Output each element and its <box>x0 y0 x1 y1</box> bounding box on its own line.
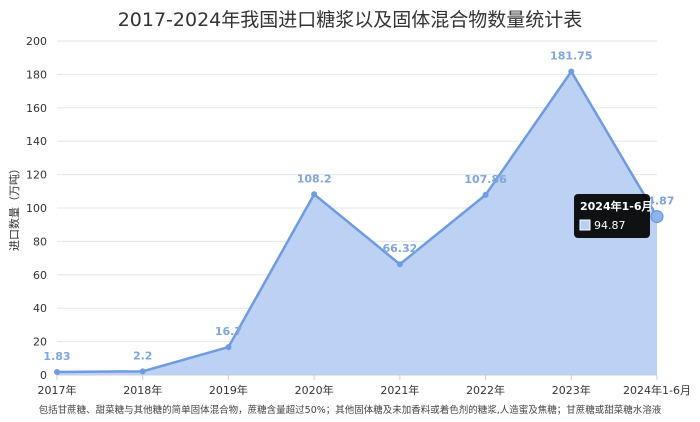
y-tick-labels: 0 20 40 60 80 100 120 140 160 180 200 <box>26 35 47 382</box>
x-tick-label: 2020年 <box>295 383 334 397</box>
data-point <box>568 68 575 75</box>
y-tick-label: 100 <box>26 202 47 215</box>
data-label: 1.83 <box>43 350 70 363</box>
y-tick-label: 40 <box>33 302 47 315</box>
data-label: 2.2 <box>133 349 153 362</box>
data-point <box>54 368 60 375</box>
tooltip-swatch <box>579 219 591 231</box>
chart-title: 2017-2024年我国进口糖浆以及固体混合物数量统计表 <box>117 9 583 31</box>
y-tick-label: 160 <box>26 102 47 115</box>
data-point <box>225 344 232 351</box>
data-label: 108.2 <box>297 172 332 185</box>
x-tick-label: 2024年1-6月 <box>623 383 691 397</box>
x-tick-label: 2021年 <box>380 383 419 397</box>
y-tick-label: 80 <box>33 235 47 248</box>
footnote: 包括甘蔗糖、甜菜糖与其他糖的简单固体混合物，蔗糖含量超过50%；其他固体糖及未加… <box>38 405 662 416</box>
tooltip: 2024年1-6月 94.87 <box>574 194 653 238</box>
x-tick-label: 2022年 <box>466 383 505 397</box>
data-label: 16.7 <box>215 325 242 338</box>
x-tick-label: 2023年 <box>552 383 591 397</box>
y-tick-label: 0 <box>40 369 47 382</box>
tooltip-value: 94.87 <box>594 219 626 232</box>
data-point <box>311 191 318 198</box>
x-tick-label: 2019年 <box>209 383 248 397</box>
y-tick-label: 20 <box>33 336 47 349</box>
y-axis-label: 进口数量（万吨） <box>8 163 21 251</box>
data-label: 66.32 <box>382 242 417 255</box>
data-point <box>396 261 403 268</box>
data-point <box>650 210 664 224</box>
x-tick-labels: 2017年 2018年 2019年 2020年 2021年 2022年 2023年 2024年… <box>38 375 691 397</box>
x-tick-label: 2017年 <box>38 383 77 397</box>
y-tick-label: 200 <box>26 35 47 48</box>
y-tick-label: 120 <box>26 169 47 182</box>
y-tick-label: 180 <box>26 68 47 81</box>
data-point <box>139 368 146 375</box>
data-point <box>482 191 489 198</box>
series-line <box>56 69 659 374</box>
y-tick-label: 140 <box>26 135 47 148</box>
series-area <box>57 71 657 375</box>
tooltip-title: 2024年1-6月 <box>580 199 653 213</box>
tooltip-box <box>574 194 650 238</box>
data-label: 107.86 <box>464 173 507 186</box>
x-tick-label: 2018年 <box>123 383 162 397</box>
data-labels: 1.83 2.2 16.7 108.2 66.32 107.86 181.75 94.87 <box>43 49 674 362</box>
series-1 <box>54 68 664 375</box>
data-label: 181.75 <box>550 49 592 62</box>
y-tick-label: 60 <box>33 269 47 282</box>
